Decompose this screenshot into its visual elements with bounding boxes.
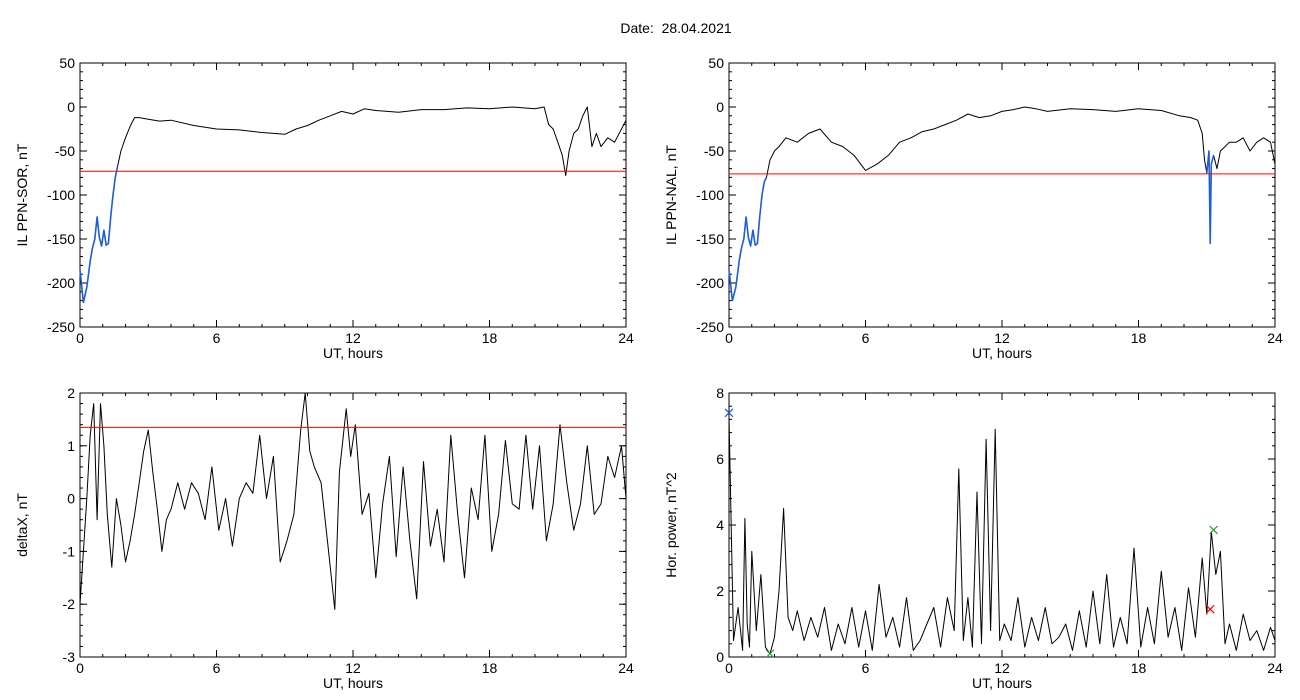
marker-stroke [1209, 525, 1218, 535]
marker-green [1209, 525, 1218, 535]
y-tick-label: -50 [704, 143, 724, 159]
x-axis-label: UT, hours [323, 345, 383, 361]
x-tick-label: 18 [1131, 330, 1147, 346]
y-tick-label: 50 [59, 55, 75, 71]
x-tick-label: 18 [482, 330, 498, 346]
x-tick-label: 6 [862, 330, 870, 346]
x-tick-label: 6 [213, 660, 221, 676]
y-tick-label: -50 [55, 143, 75, 159]
y-tick-label: -200 [696, 275, 724, 291]
y-tick-label: 4 [716, 517, 724, 533]
highlight-series-line [1206, 150, 1215, 245]
plot-frame [79, 62, 627, 328]
y-tick-label: -250 [47, 319, 75, 335]
marker-green [765, 649, 775, 659]
y-tick-label: 50 [708, 55, 724, 71]
x-tick-label: 24 [1267, 660, 1283, 676]
y-axis-label: IL PPN-SOR, nT [14, 143, 30, 246]
marker-blue [724, 408, 734, 418]
y-tick-label: 0 [67, 99, 75, 115]
y-tick-label: 0 [716, 99, 724, 115]
y-tick-label: -100 [47, 187, 75, 203]
x-tick-label: 6 [213, 330, 221, 346]
y-tick-label: -250 [696, 319, 724, 335]
y-tick-label: 0 [67, 491, 75, 507]
y-tick-label: 6 [716, 451, 724, 467]
y-tick-label: 2 [67, 385, 75, 401]
marker-stroke [1205, 604, 1215, 614]
x-tick-label: 24 [618, 330, 634, 346]
marker-stroke [724, 408, 734, 418]
y-tick-label: -150 [47, 231, 75, 247]
series-line [728, 416, 1276, 655]
marker-red [1205, 604, 1215, 614]
y-tick-label: -200 [47, 275, 75, 291]
x-tick-label: 24 [1267, 330, 1283, 346]
series-line [79, 392, 627, 610]
y-tick-label: 2 [716, 583, 724, 599]
y-tick-label: -3 [63, 649, 76, 665]
y-tick-label: -1 [63, 543, 76, 559]
x-tick-label: 12 [345, 660, 361, 676]
y-tick-label: 8 [716, 385, 724, 401]
highlight-series-line [79, 166, 119, 304]
plot-frame [728, 62, 1276, 328]
y-tick-label: 0 [716, 649, 724, 665]
x-tick-label: 0 [76, 330, 84, 346]
y-tick-label: -100 [696, 187, 724, 203]
y-tick-label: 1 [67, 438, 75, 454]
y-axis-label: Hor. power, nT^2 [663, 472, 679, 578]
x-tick-label: 0 [725, 330, 733, 346]
y-axis-label: deltaX, nT [14, 493, 30, 557]
series-line [79, 106, 627, 303]
chart-il-ppn-nal: 0 6 12 18 24 -250 -200 -150 -100 -50 0 50 UT, hours I… [663, 55, 1283, 361]
y-tick-label: -2 [63, 596, 76, 612]
x-tick-label: 0 [76, 660, 84, 676]
x-tick-label: 12 [994, 330, 1010, 346]
series-line [728, 106, 1276, 302]
x-axis-label: UT, hours [972, 675, 1032, 691]
x-axis-label: UT, hours [972, 345, 1032, 361]
x-axis-label: UT, hours [323, 675, 383, 691]
x-tick-label: 12 [994, 660, 1010, 676]
page-title: Date: 28.04.2021 [620, 20, 732, 36]
x-tick-label: 18 [1131, 660, 1147, 676]
x-tick-label: 24 [618, 660, 634, 676]
x-tick-label: 0 [725, 660, 733, 676]
x-tick-label: 6 [862, 660, 870, 676]
x-tick-label: 18 [482, 660, 498, 676]
plot-frame [79, 392, 627, 658]
y-axis-label: IL PPN-NAL, nT [663, 145, 679, 245]
y-tick-label: -150 [696, 231, 724, 247]
marker-stroke [765, 649, 775, 659]
chart-il-ppn-sor: 0 6 12 18 24 -250 -200 -150 -100 -50 0 50 UT, hours I… [14, 55, 634, 361]
x-tick-label: 12 [345, 330, 361, 346]
highlight-series-line [728, 177, 768, 302]
